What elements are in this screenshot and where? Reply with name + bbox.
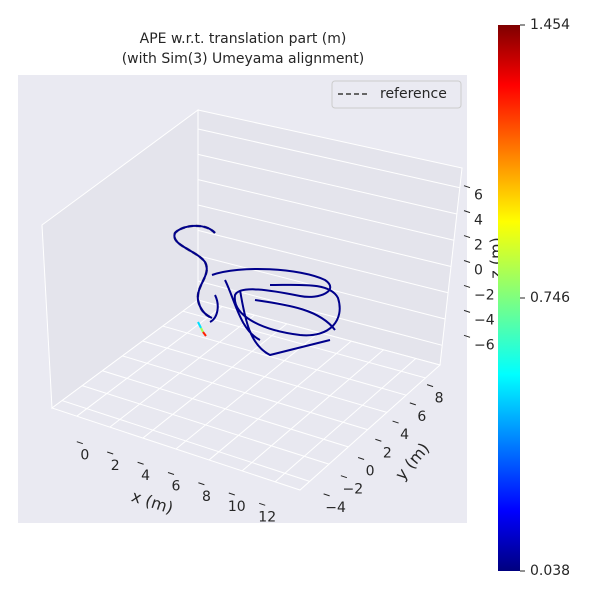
z-tick	[463, 284, 471, 288]
z-tick-label: −4	[474, 312, 495, 328]
z-tick	[463, 309, 471, 313]
y-tick	[426, 384, 434, 388]
grid-line	[122, 355, 368, 431]
z-tick	[463, 235, 471, 239]
grid-line	[102, 370, 349, 448]
grid-line	[182, 310, 426, 379]
x-tick	[167, 472, 175, 475]
colorbar-tick-label: 0.746	[530, 290, 570, 306]
z-tick	[463, 185, 471, 189]
x-tick-label: 0	[80, 448, 89, 464]
y-tick-label: 8	[435, 391, 444, 407]
y-tick-label: 4	[400, 427, 409, 443]
grid-line	[82, 385, 330, 465]
y-tick	[340, 475, 348, 479]
y-tick-label: 0	[366, 463, 375, 479]
x-tick-label: 10	[228, 499, 246, 515]
grid-line	[142, 340, 388, 413]
y-tick-label: −2	[343, 482, 364, 498]
x-tick	[198, 482, 205, 486]
y-tick	[409, 402, 416, 406]
grid-line	[142, 323, 288, 439]
grid-line	[197, 204, 452, 267]
legend-box	[331, 80, 462, 109]
y-tick-label: 2	[383, 445, 392, 461]
z-tick	[463, 210, 471, 214]
colorbar-tick-label: 1.454	[530, 17, 570, 33]
grid-line	[208, 340, 352, 461]
grid-line	[76, 306, 223, 417]
grid-line	[61, 400, 310, 482]
grid-line	[162, 325, 407, 396]
chart-title: APE w.r.t. translation part (m)	[140, 31, 347, 47]
grid-line	[197, 128, 460, 189]
x-tick-label: 8	[202, 489, 211, 505]
y-tick	[392, 420, 399, 424]
x-tick	[137, 461, 144, 465]
grid-line	[274, 358, 417, 483]
z-tick-label: 6	[474, 188, 483, 204]
legend: reference	[331, 80, 462, 109]
z-tick	[463, 260, 471, 263]
estimate-tail	[197, 321, 202, 329]
grid-line	[109, 314, 255, 428]
y-tick-label: 6	[417, 409, 426, 425]
z-tick-label: 4	[474, 213, 483, 229]
trajectory	[173, 224, 341, 356]
x-tick	[107, 451, 114, 455]
y-tick	[357, 457, 365, 460]
z-tick-label: −6	[474, 337, 495, 353]
colorbar	[498, 25, 520, 571]
estimate-tail	[202, 331, 207, 337]
y-tick	[323, 493, 330, 497]
estimate-path	[173, 224, 341, 356]
x-tick	[259, 502, 266, 506]
colorbar-tick-label: 0.038	[530, 563, 570, 579]
x-tick-label: 12	[258, 509, 276, 525]
chart-subtitle: (with Sim(3) Umeyama alignment)	[122, 51, 365, 67]
grid-line	[197, 229, 449, 294]
z-tick-label: 2	[474, 238, 483, 254]
z-tick-label: −2	[474, 287, 495, 303]
x-tick	[76, 441, 83, 445]
x-tick-label: 6	[172, 479, 181, 495]
grid	[61, 128, 460, 483]
x-tick	[228, 492, 235, 496]
x-tick-label: 2	[111, 458, 120, 474]
legend-label: reference	[380, 86, 447, 102]
z-tick	[463, 334, 471, 338]
grid-line	[241, 349, 384, 472]
x-tick-label: 4	[141, 468, 150, 484]
y-tick	[375, 438, 382, 442]
y-tick-label: −4	[325, 500, 346, 516]
grid-line	[197, 153, 457, 215]
grid-line	[175, 332, 320, 450]
estimate-tail	[200, 327, 204, 333]
grid-line	[197, 179, 455, 241]
z-tick-label: 0	[474, 263, 483, 279]
